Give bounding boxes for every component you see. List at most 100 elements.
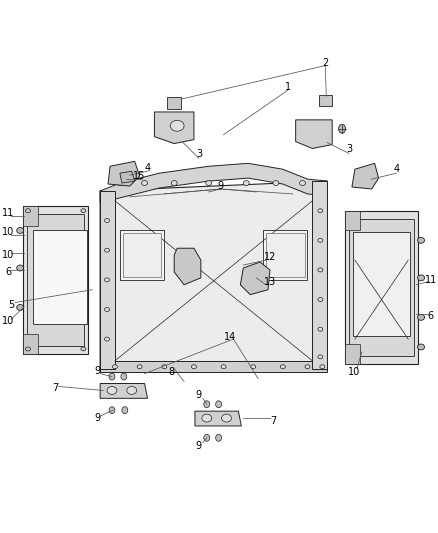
Ellipse shape	[17, 228, 24, 233]
Polygon shape	[263, 230, 307, 280]
Bar	[349, 219, 414, 356]
Ellipse shape	[417, 314, 424, 320]
Ellipse shape	[222, 414, 231, 422]
Ellipse shape	[122, 407, 128, 414]
Ellipse shape	[107, 386, 117, 394]
Text: 7: 7	[270, 416, 276, 426]
Ellipse shape	[17, 265, 24, 271]
Text: 6: 6	[428, 311, 434, 321]
Text: 9: 9	[196, 390, 202, 400]
Text: 10: 10	[348, 367, 360, 377]
Polygon shape	[23, 206, 88, 354]
Polygon shape	[100, 191, 115, 369]
Ellipse shape	[417, 275, 424, 281]
Text: 7: 7	[53, 383, 59, 393]
Bar	[33, 230, 87, 324]
Ellipse shape	[318, 209, 323, 213]
Ellipse shape	[81, 347, 86, 351]
Bar	[167, 97, 181, 109]
Text: 8: 8	[168, 367, 174, 377]
Text: 10: 10	[2, 228, 14, 237]
Ellipse shape	[273, 181, 279, 185]
Polygon shape	[120, 171, 135, 183]
Ellipse shape	[109, 373, 115, 380]
Text: 2: 2	[322, 58, 328, 68]
Polygon shape	[296, 120, 332, 149]
Ellipse shape	[251, 365, 256, 369]
Text: 11: 11	[2, 208, 14, 217]
Text: 9: 9	[196, 441, 202, 451]
Text: 15: 15	[134, 171, 146, 181]
Ellipse shape	[121, 373, 127, 380]
Text: 5: 5	[8, 300, 14, 310]
Ellipse shape	[113, 365, 117, 369]
Ellipse shape	[305, 365, 310, 369]
Bar	[266, 233, 304, 277]
Ellipse shape	[318, 297, 323, 302]
Ellipse shape	[204, 434, 210, 441]
Ellipse shape	[339, 124, 346, 133]
Text: 3: 3	[196, 149, 202, 159]
Bar	[319, 95, 332, 106]
Ellipse shape	[191, 365, 196, 369]
Ellipse shape	[117, 181, 123, 185]
Text: 4: 4	[145, 163, 151, 173]
Ellipse shape	[25, 347, 31, 351]
Ellipse shape	[105, 337, 110, 341]
Ellipse shape	[202, 414, 212, 422]
Ellipse shape	[171, 181, 177, 185]
Polygon shape	[100, 163, 327, 203]
Polygon shape	[120, 230, 164, 280]
Text: 10: 10	[2, 316, 14, 326]
Polygon shape	[100, 361, 327, 372]
Ellipse shape	[215, 434, 222, 441]
Text: 3: 3	[346, 144, 352, 155]
Polygon shape	[345, 344, 360, 364]
Polygon shape	[155, 112, 194, 143]
Polygon shape	[108, 161, 140, 186]
Ellipse shape	[318, 238, 323, 243]
Polygon shape	[23, 334, 38, 354]
Polygon shape	[312, 181, 327, 369]
Polygon shape	[240, 262, 270, 295]
Polygon shape	[100, 384, 148, 398]
Text: 9: 9	[94, 413, 100, 423]
Polygon shape	[345, 211, 418, 364]
Ellipse shape	[25, 209, 31, 213]
Ellipse shape	[17, 304, 24, 310]
Polygon shape	[100, 181, 327, 369]
Ellipse shape	[318, 355, 323, 359]
Ellipse shape	[141, 181, 148, 185]
Ellipse shape	[105, 278, 110, 282]
Ellipse shape	[318, 327, 323, 331]
Polygon shape	[23, 206, 38, 225]
Text: 14: 14	[224, 332, 237, 342]
Ellipse shape	[105, 308, 110, 311]
Ellipse shape	[105, 219, 110, 223]
Bar	[27, 214, 85, 346]
Polygon shape	[352, 163, 378, 189]
Ellipse shape	[417, 344, 424, 350]
Ellipse shape	[204, 401, 210, 408]
Ellipse shape	[320, 365, 325, 369]
Ellipse shape	[127, 386, 137, 394]
Text: 12: 12	[264, 252, 276, 262]
Ellipse shape	[162, 365, 167, 369]
Text: 1: 1	[285, 82, 291, 92]
Text: 6: 6	[5, 267, 11, 277]
Text: 9: 9	[218, 181, 224, 191]
Polygon shape	[345, 211, 360, 230]
Bar	[123, 233, 161, 277]
Text: 10: 10	[2, 250, 14, 260]
Polygon shape	[195, 411, 241, 426]
Ellipse shape	[300, 181, 306, 185]
Ellipse shape	[81, 209, 86, 213]
Text: 11: 11	[425, 275, 437, 285]
Text: 13: 13	[264, 277, 276, 287]
Ellipse shape	[215, 401, 222, 408]
Ellipse shape	[206, 181, 212, 185]
Ellipse shape	[109, 407, 115, 414]
Ellipse shape	[221, 365, 226, 369]
Ellipse shape	[170, 120, 184, 131]
Ellipse shape	[105, 248, 110, 252]
